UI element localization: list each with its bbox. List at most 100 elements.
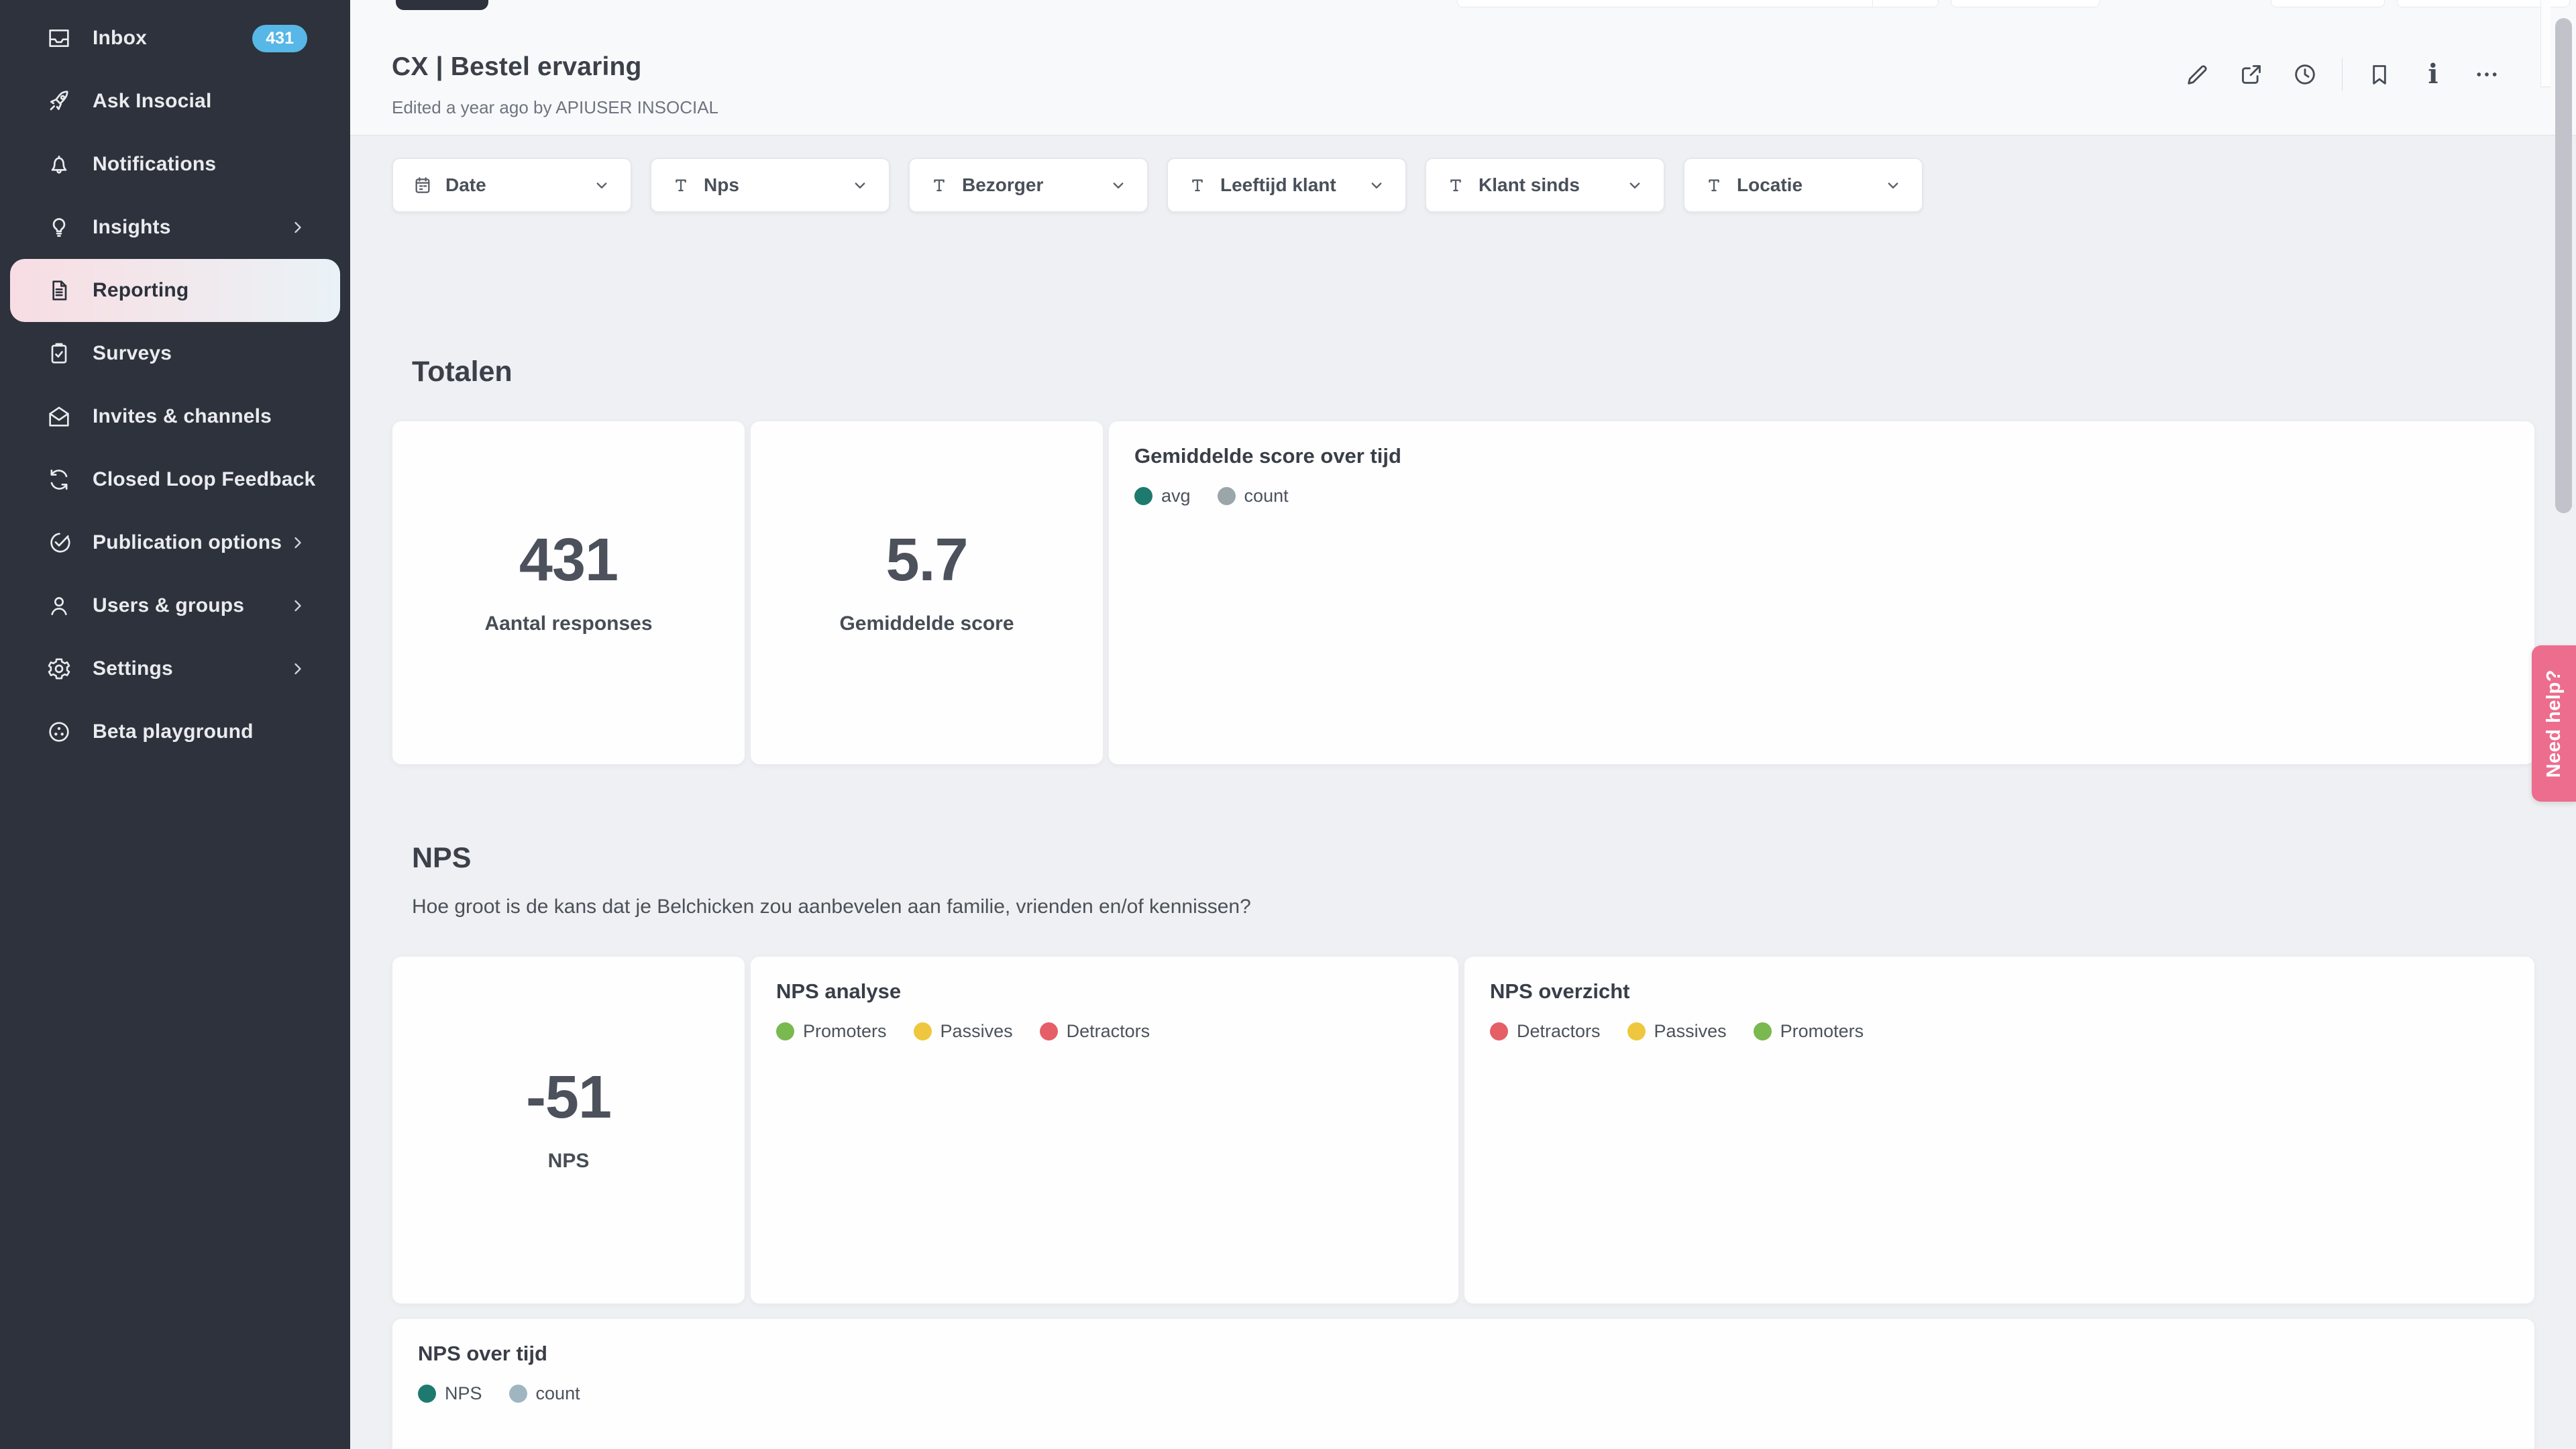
check-circle-icon [46,529,72,556]
stat-card-aantal-responses: 431 Aantal responses [392,421,745,765]
inbox-icon [46,25,72,52]
page-subtitle: Edited a year ago by APIUSER INSOCIAL [392,97,719,117]
legend-item[interactable]: avg [1134,486,1191,506]
sidebar-item-label: Surveys [93,342,172,364]
pencil-icon [2188,65,2207,85]
legend-item[interactable]: Detractors [1039,1021,1150,1042]
chevron-down-icon [1883,175,1903,195]
user-icon [46,592,72,619]
scrollbar-thumb[interactable] [2555,18,2572,513]
legend-item[interactable]: count [1217,486,1289,506]
bookmark-button[interactable] [2363,58,2396,91]
stat-card-gemiddelde-score: 5.7 Gemiddelde score [750,421,1104,765]
filter-bar: Date Nps Bezorger [392,158,1923,213]
legend-item[interactable]: Passives [913,1021,1013,1042]
sidebar-item-reporting[interactable]: Reporting [10,259,340,322]
text-type-icon [928,174,950,196]
chevron-right-icon [288,596,307,615]
chart-legend: Promoters Passives Detractors [776,1021,1433,1042]
sidebar-item-settings[interactable]: Settings [0,637,350,700]
chevron-down-icon [1366,175,1387,195]
filter-klant-sinds[interactable]: Klant sinds [1425,158,1665,213]
legend-item[interactable]: Passives [1627,1021,1727,1042]
toolbar-remnant-search [1457,0,1939,7]
stat-card-nps: -51 NPS [392,956,745,1304]
envelope-icon [46,403,72,430]
sidebar-item-label: Notifications [93,153,217,175]
legend-item[interactable]: Detractors [1490,1021,1601,1042]
filter-locatie[interactable]: Locatie [1683,158,1923,213]
info-button[interactable]: i [2416,58,2450,91]
section-heading-totalen: Totalen [412,356,513,388]
open-external-button[interactable] [2235,58,2268,91]
sidebar-item-ask-insocial[interactable]: Ask Insocial [0,70,350,133]
calendar-icon [412,174,433,196]
page-title: CX | Bestel ervaring [392,52,642,81]
bell-icon [46,151,72,178]
toolbar-remnant-button [1951,0,2100,7]
stat-label: Aantal responses [484,612,653,635]
text-type-icon [670,174,692,196]
chevron-down-icon [850,175,870,195]
toolbar-remnant-button [2397,0,2570,7]
chevron-down-icon [1108,175,1128,195]
sidebar-item-publication-options[interactable]: Publication options [0,511,350,574]
chart-legend: NPS count [418,1383,2509,1404]
sidebar-item-label: Beta playground [93,720,254,743]
chevron-right-icon [288,659,307,678]
history-button[interactable] [2288,58,2322,91]
sidebar-item-users-groups[interactable]: Users & groups [0,574,350,637]
ellipsis-icon [2477,72,2497,76]
filter-nps[interactable]: Nps [650,158,890,213]
chevron-right-icon [288,218,307,237]
refresh-icon [46,466,72,493]
sidebar-item-label: Publication options [93,531,282,553]
filter-bezorger[interactable]: Bezorger [908,158,1148,213]
chart-legend: avg count [1134,486,2509,506]
filter-leeftijd-klant[interactable]: Leeftijd klant [1167,158,1407,213]
stat-value: 5.7 [885,527,968,594]
legend-item[interactable]: NPS [418,1383,482,1404]
more-options-button[interactable] [2470,58,2504,91]
bookmark-icon [2373,65,2386,85]
section-heading-nps: NPS [412,842,472,874]
chevron-down-icon [1625,175,1645,195]
legend-dot [1217,487,1236,505]
need-help-button[interactable]: Need help? [2532,645,2576,802]
gear-icon [46,655,72,682]
main-content: CX | Bestel ervaring Edited a year ago b… [350,0,2576,1449]
chevron-down-icon [592,175,612,195]
legend-dot [913,1022,932,1040]
rocket-icon [46,88,72,115]
legend-item[interactable]: Promoters [776,1021,887,1042]
chart-title: NPS over tijd [418,1342,547,1365]
text-type-icon [1187,174,1208,196]
sidebar-item-label: Ask Insocial [93,90,212,112]
sidebar-item-inbox[interactable]: Inbox 431 [0,7,350,70]
sidebar-item-closed-loop-feedback[interactable]: Closed Loop Feedback [0,448,350,511]
legend-item[interactable]: count [508,1383,580,1404]
sidebar-item-label: Users & groups [93,594,245,616]
sidebar-item-beta-playground[interactable]: Beta playground [0,700,350,763]
sidebar-item-label: Settings [93,657,173,680]
sidebar-item-surveys[interactable]: Surveys [0,322,350,385]
sidebar-item-invites-channels[interactable]: Invites & channels [0,385,350,448]
stat-label: Gemiddelde score [839,612,1014,635]
filter-date[interactable]: Date [392,158,632,213]
sidebar: Inbox 431 Ask Insocial Notifications Ins… [0,0,350,1449]
sidebar-item-notifications[interactable]: Notifications [0,133,350,196]
sidebar-item-insights[interactable]: Insights [0,196,350,259]
legend-dot [1039,1022,1058,1040]
clock-icon [2295,64,2315,85]
edit-button[interactable] [2181,58,2214,91]
toolbar-remnant-button [2271,0,2385,7]
chart-card-nps-over-tijd: NPS over tijd NPS count [392,1318,2535,1449]
header-actions: i [2181,58,2504,91]
stat-label: NPS [547,1150,590,1172]
legend-item[interactable]: Promoters [1753,1021,1864,1042]
chart-title: NPS analyse [776,979,902,1003]
text-type-icon [1703,174,1725,196]
section-subtitle-nps: Hoe groot is de kans dat je Belchicken z… [412,896,1251,918]
page-header: CX | Bestel ervaring Edited a year ago b… [350,0,2576,136]
inbox-count-badge: 431 [252,24,307,52]
